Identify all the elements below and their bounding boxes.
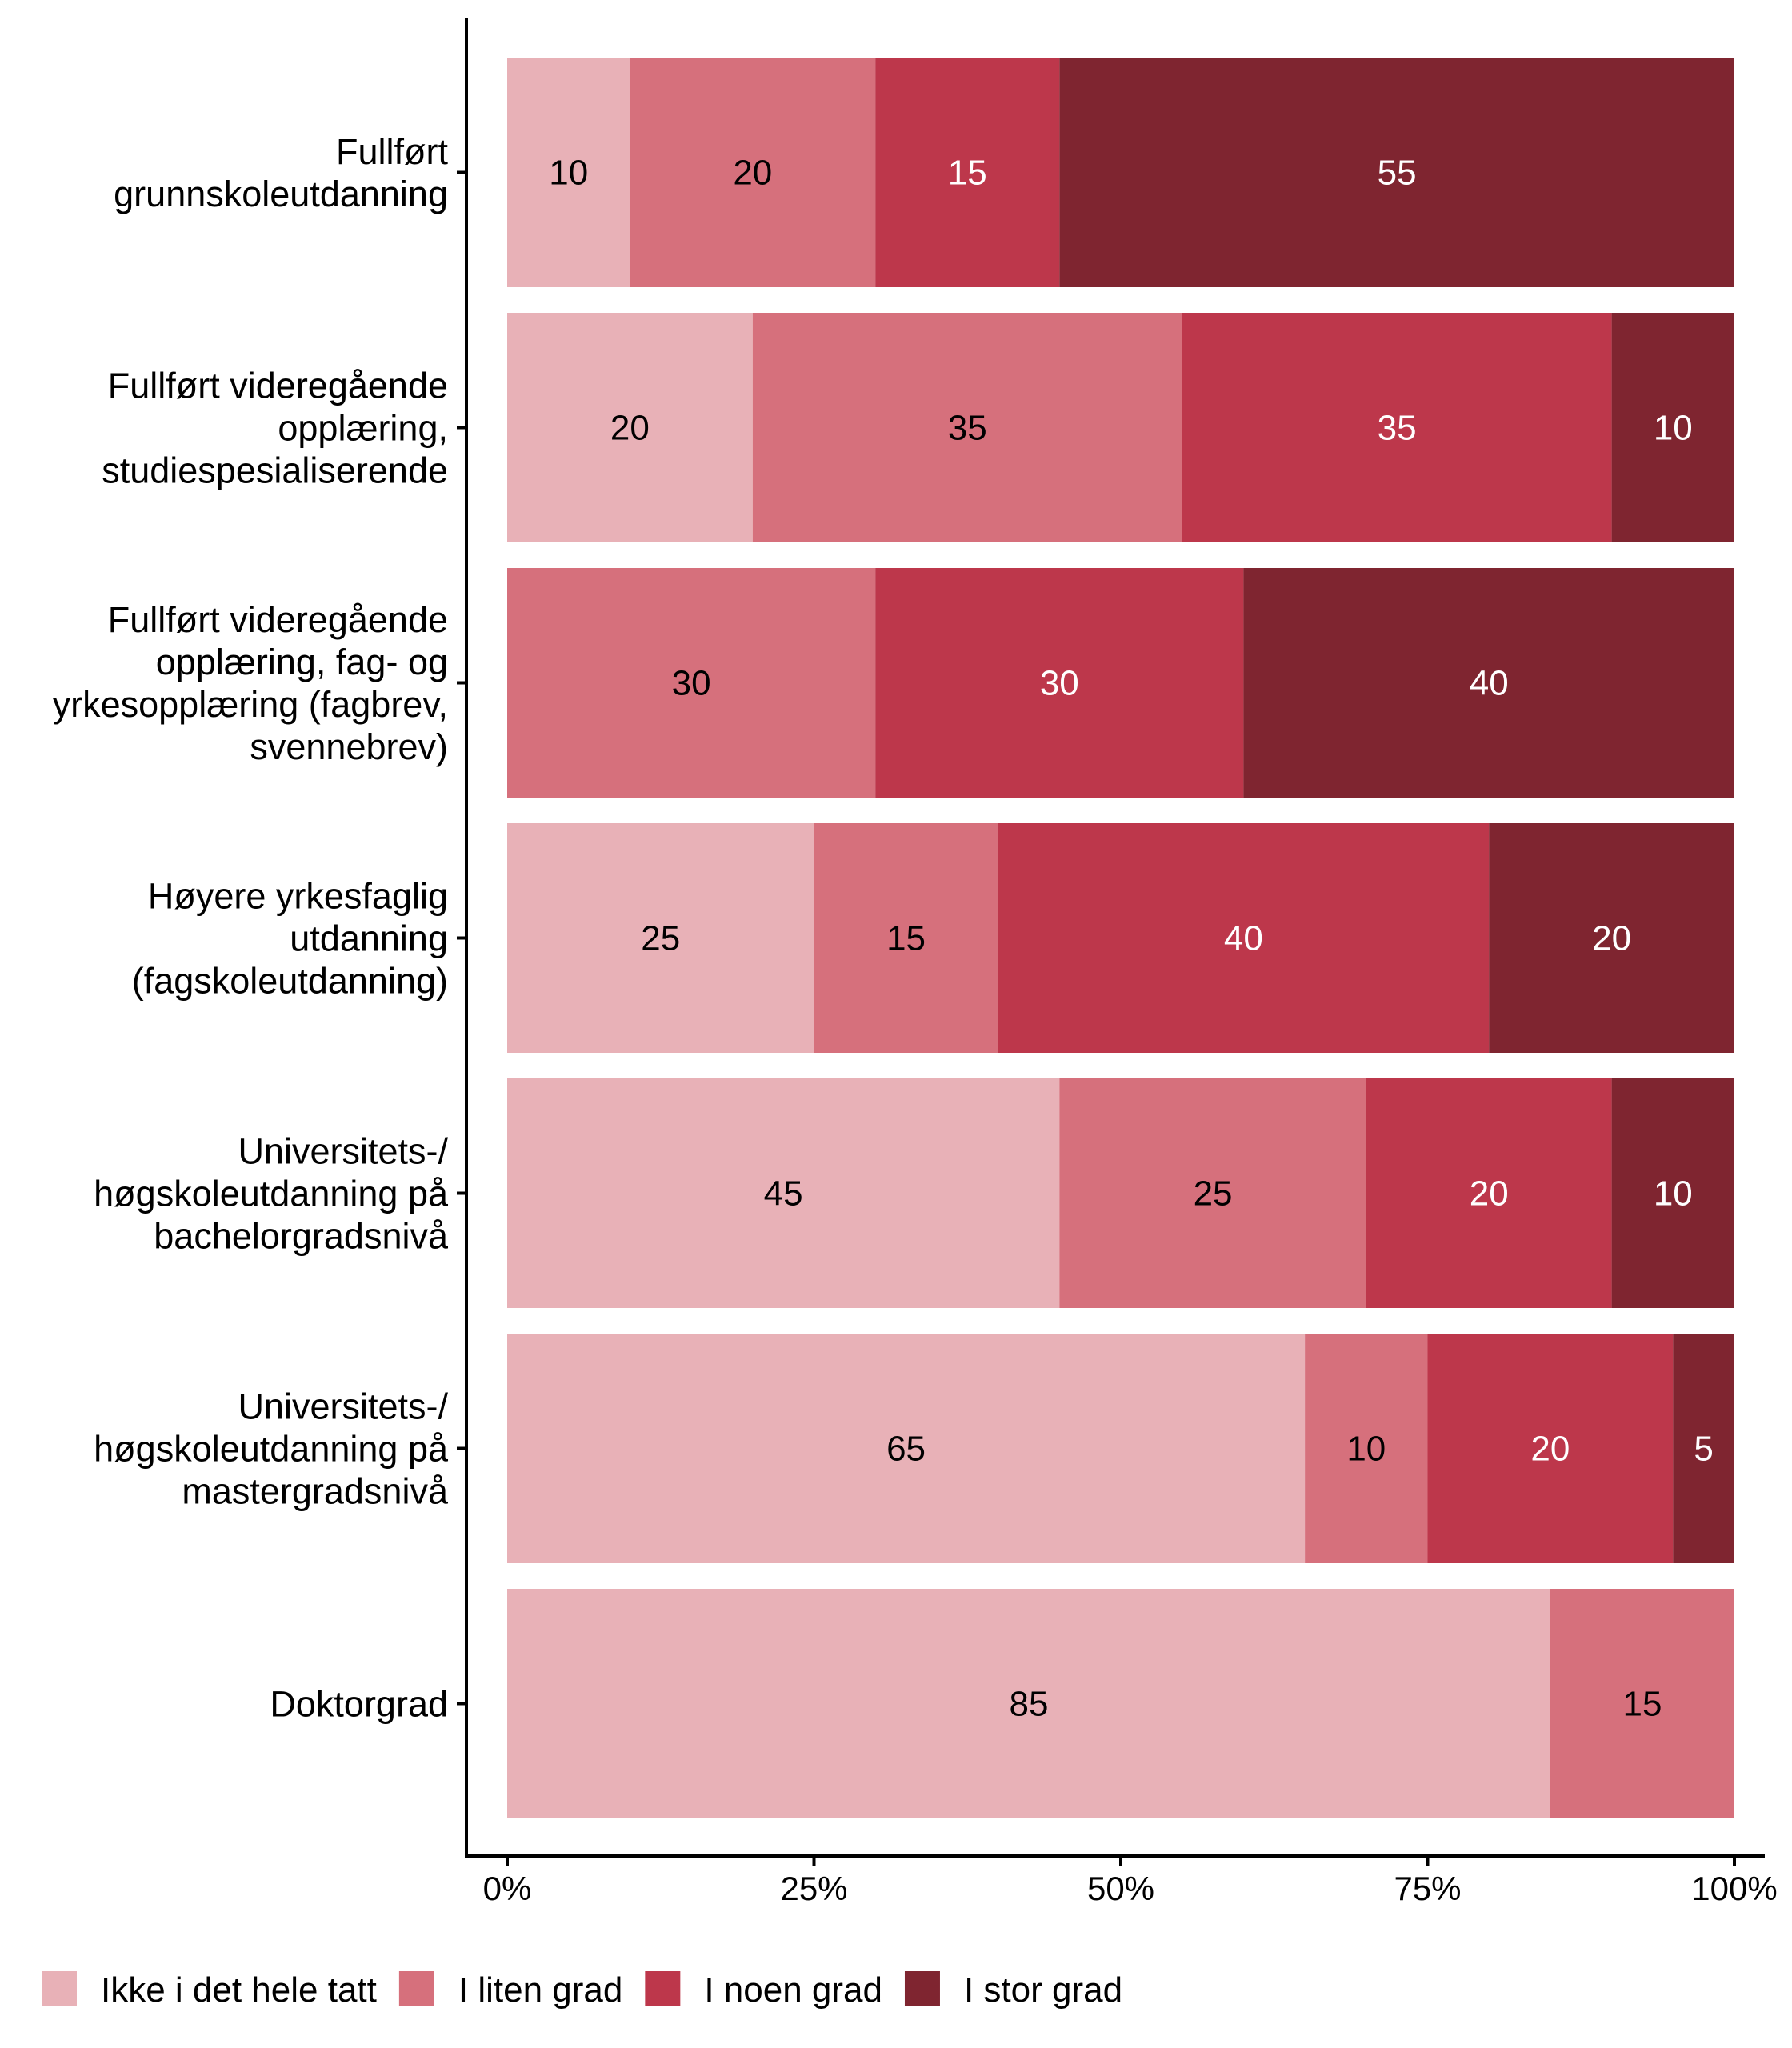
bars-layer bbox=[507, 58, 1734, 1818]
bar-segment bbox=[998, 823, 1490, 1053]
legend-swatch bbox=[904, 1971, 940, 2006]
category-label: Fullført grunnskoleutdanning bbox=[114, 131, 448, 214]
data-label: 35 bbox=[948, 409, 987, 448]
data-label: 20 bbox=[1470, 1174, 1509, 1214]
category-label-line: Fullført videregående bbox=[108, 366, 448, 406]
category-label-line: mastergradsnivå bbox=[182, 1471, 449, 1512]
category-label-line: høgskoleutdanning på bbox=[94, 1174, 449, 1214]
data-label: 85 bbox=[1009, 1685, 1048, 1724]
data-label: 20 bbox=[733, 154, 772, 193]
data-label: 40 bbox=[1224, 919, 1263, 958]
data-label: 15 bbox=[1622, 1685, 1662, 1724]
legend-label: I liten grad bbox=[458, 1970, 622, 2010]
data-label: 40 bbox=[1470, 664, 1509, 703]
bar-segment bbox=[752, 313, 1182, 542]
legend-label: I noen grad bbox=[704, 1970, 882, 2010]
data-label: 45 bbox=[764, 1174, 803, 1214]
category-label-line: Universitets-/ bbox=[238, 1386, 448, 1427]
bar-segment bbox=[507, 1078, 1060, 1308]
category-label-line: Høyere yrkesfaglig bbox=[148, 876, 448, 917]
data-label: 5 bbox=[1694, 1430, 1713, 1469]
bar-segment bbox=[875, 58, 1060, 287]
bar-segment bbox=[507, 313, 753, 542]
legend: Ikke i det hele tatt I liten grad I noen g… bbox=[42, 1970, 1122, 2010]
legend-label: I stor grad bbox=[964, 1970, 1122, 2010]
data-label: 10 bbox=[549, 154, 588, 193]
category-label: Universitets-/høgskoleutdanning på master… bbox=[94, 1386, 449, 1512]
data-label: 10 bbox=[1654, 409, 1693, 448]
legend-label: Ikke i det hele tatt bbox=[101, 1970, 377, 2010]
bar-segment bbox=[1489, 823, 1734, 1053]
data-label: 30 bbox=[1040, 664, 1079, 703]
category-label-line: bachelorgradsnivå bbox=[154, 1216, 449, 1257]
bar-segment bbox=[1182, 313, 1612, 542]
x-tick-label: 100% bbox=[1691, 1870, 1777, 1907]
data-label: 35 bbox=[1378, 409, 1417, 448]
bar-segment bbox=[1366, 1078, 1612, 1308]
data-label: 20 bbox=[1530, 1430, 1570, 1469]
bar-segment bbox=[507, 1334, 1306, 1563]
category-label-line: studiespesialiserende bbox=[102, 450, 448, 491]
x-tick-label: 25% bbox=[780, 1870, 847, 1907]
x-tick-label: 50% bbox=[1087, 1870, 1154, 1907]
data-label: 10 bbox=[1346, 1430, 1386, 1469]
category-label-line: grunnskoleutdanning bbox=[114, 174, 448, 214]
bar-segment bbox=[1427, 1334, 1674, 1563]
category-label-line: Universitets-/ bbox=[238, 1131, 448, 1172]
bar-segment bbox=[1611, 313, 1734, 542]
bar-segment bbox=[507, 58, 630, 287]
category-label-line: Fullført videregående bbox=[108, 599, 448, 640]
legend-item: I liten grad bbox=[398, 1970, 622, 2010]
bar-segment bbox=[630, 58, 876, 287]
category-label: Fullført videregående opplæring, fag- og y… bbox=[53, 599, 448, 767]
category-label: Høyere yrkesfaglig utdanning (fagskoleutda… bbox=[132, 876, 448, 1002]
category-label-line: Doktorgrad bbox=[270, 1684, 448, 1725]
legend-item: I noen grad bbox=[645, 1970, 882, 2010]
legend-item: Ikke i det hele tatt bbox=[42, 1970, 377, 2010]
legend-swatch bbox=[42, 1971, 77, 2006]
category-label-line: (fagskoleutdanning) bbox=[132, 961, 448, 1002]
category-label-line: utdanning bbox=[290, 918, 448, 959]
category-label-line: yrkesopplæring (fagbrev, bbox=[53, 684, 448, 725]
data-label: 15 bbox=[886, 919, 926, 958]
x-ticks-layer: 0% 25% 50% 75% 100% bbox=[483, 1856, 1778, 1907]
legend-swatch bbox=[398, 1971, 434, 2006]
legend-swatch bbox=[645, 1971, 681, 2006]
bar-segment bbox=[1611, 1078, 1734, 1308]
category-label: Fullført videregående opplæring, studiespe… bbox=[102, 366, 448, 491]
bar-segment bbox=[1550, 1589, 1734, 1818]
data-label: 65 bbox=[886, 1430, 926, 1469]
category-label-line: svennebrev) bbox=[250, 726, 448, 767]
x-tick-label: 75% bbox=[1394, 1870, 1461, 1907]
data-label: 10 bbox=[1654, 1174, 1693, 1214]
bar-segment bbox=[1305, 1334, 1428, 1563]
bar-segment bbox=[814, 823, 998, 1053]
x-tick-label: 0% bbox=[483, 1870, 532, 1907]
bar-segment bbox=[507, 1589, 1550, 1818]
bar-segment bbox=[1059, 58, 1734, 287]
data-label: 25 bbox=[641, 919, 680, 958]
category-label-line: opplæring, fag- og bbox=[156, 642, 448, 682]
bar-segment bbox=[875, 568, 1244, 798]
data-label: 20 bbox=[610, 409, 650, 448]
y-ticks-layer: Fullført grunnskoleutdanning Fullført vide… bbox=[53, 131, 466, 1725]
data-label: 30 bbox=[672, 664, 711, 703]
category-label-line: høgskoleutdanning på bbox=[94, 1429, 449, 1470]
category-label-line: opplæring, bbox=[278, 408, 448, 449]
data-label: 55 bbox=[1378, 154, 1417, 193]
bar-segment bbox=[507, 568, 876, 798]
category-label: Universitets-/høgskoleutdanning på bachel… bbox=[94, 1131, 449, 1257]
category-label-line: Fullført bbox=[336, 131, 448, 172]
bar-segment bbox=[507, 823, 814, 1053]
legend-item: I stor grad bbox=[904, 1970, 1122, 2010]
bar-segment bbox=[1059, 1078, 1366, 1308]
data-label: 15 bbox=[948, 154, 987, 193]
category-label: Doktorgrad bbox=[270, 1684, 448, 1725]
data-label: 25 bbox=[1194, 1174, 1233, 1214]
segment-labels-layer: 10 20 15 55 20 35 35 10 30 30 40 25 15 40 20 45 25 20 10 65… bbox=[549, 154, 1714, 1724]
bar-segment bbox=[1243, 568, 1734, 798]
data-label: 20 bbox=[1592, 919, 1631, 958]
bar-segment bbox=[1673, 1334, 1734, 1563]
